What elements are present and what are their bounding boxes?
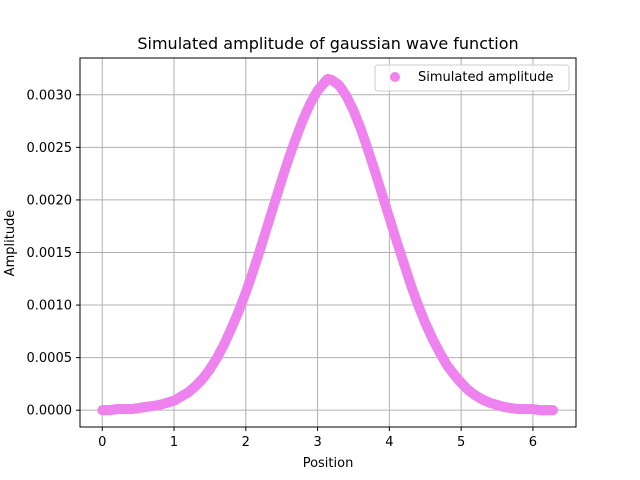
grid: [80, 58, 576, 427]
x-tick-label: 0: [98, 435, 106, 450]
y-tick-label: 0.0005: [27, 351, 73, 366]
x-tick-label: 2: [242, 435, 250, 450]
legend-marker: [390, 72, 400, 82]
x-axis-label: Position: [303, 456, 354, 471]
x-tick-label: 3: [313, 435, 321, 450]
scatter-points: [97, 74, 559, 416]
plot-area: [80, 58, 576, 427]
x-axis-ticks: 0 1 2 3 4 5 6: [98, 427, 537, 450]
y-tick-label: 0.0000: [27, 404, 73, 419]
y-tick-label: 0.0020: [27, 193, 73, 208]
legend: Simulated amplitude: [374, 64, 570, 92]
x-tick-label: 1: [170, 435, 178, 450]
y-tick-label: 0.0010: [27, 299, 73, 314]
x-tick-label: 5: [457, 435, 465, 450]
y-tick-label: 0.0025: [27, 141, 73, 156]
legend-box: [374, 64, 570, 92]
x-tick-label: 6: [529, 435, 537, 450]
chart-title: Simulated amplitude of gaussian wave fun…: [137, 34, 518, 53]
y-axis-label: Amplitude: [3, 210, 18, 277]
legend-label: Simulated amplitude: [418, 70, 554, 85]
scatter-point: [548, 405, 559, 416]
y-axis-ticks: 0.0000 0.0005 0.0010 0.0015 0.0020 0.0025 0.00…: [27, 88, 80, 419]
x-tick-label: 4: [385, 435, 393, 450]
y-tick-label: 0.0015: [27, 246, 73, 261]
plot-frame: [79, 57, 577, 428]
y-tick-label: 0.0030: [27, 88, 73, 103]
